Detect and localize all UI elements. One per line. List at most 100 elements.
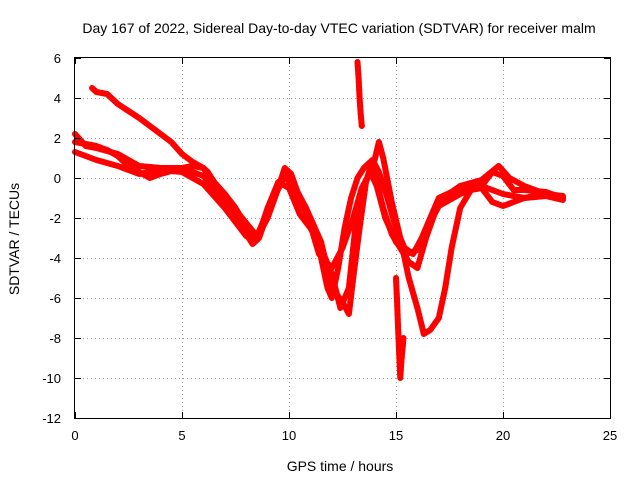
y-tick-label: -8 [49, 331, 61, 346]
data-point [494, 171, 501, 177]
data-point [461, 181, 468, 188]
data-point [380, 159, 387, 165]
data-point [241, 219, 248, 226]
data-point [353, 179, 360, 185]
data-point [433, 207, 440, 213]
data-point [411, 296, 418, 303]
data-point [314, 247, 321, 253]
y-tick-label: 6 [54, 51, 61, 66]
data-point [449, 241, 456, 247]
data-point [410, 262, 417, 268]
data-point [342, 293, 349, 299]
data-point [431, 211, 438, 217]
data-point [391, 235, 398, 241]
data-point [473, 186, 480, 192]
data-point [453, 193, 460, 199]
data-point [420, 331, 427, 337]
data-point [77, 151, 84, 157]
data-point [357, 170, 364, 176]
data-point [427, 219, 434, 225]
data-point [500, 203, 506, 209]
data-point [364, 174, 371, 181]
data-point [513, 179, 520, 185]
data-point [300, 203, 307, 209]
data-point [211, 179, 218, 185]
data-point [219, 188, 226, 194]
data-point [510, 187, 517, 193]
data-point [351, 262, 358, 269]
data-point [303, 207, 310, 213]
data-point [404, 271, 411, 277]
data-point [207, 174, 214, 180]
data-point [232, 219, 239, 225]
data-point [447, 253, 454, 259]
data-point [350, 270, 357, 277]
data-point [323, 264, 330, 271]
data-point [409, 249, 416, 255]
data-point [436, 310, 443, 317]
data-point [353, 250, 360, 256]
y-axis-label: SDTVAR / TECUs [6, 183, 22, 295]
data-point [375, 191, 382, 197]
data-point [383, 171, 390, 177]
data-point [88, 142, 95, 148]
data-point [221, 191, 228, 197]
data-point [448, 245, 455, 251]
data-point [173, 145, 180, 151]
data-point [491, 187, 498, 194]
data-point [508, 192, 515, 199]
data-point [179, 165, 185, 171]
data-point [154, 128, 161, 135]
data-point [314, 231, 321, 237]
data-point [284, 176, 291, 183]
data-point [521, 183, 528, 189]
data-point [379, 203, 386, 209]
data-point [219, 202, 226, 208]
data-point [430, 323, 437, 329]
data-point [415, 309, 422, 316]
data-point [149, 168, 156, 175]
data-point [390, 207, 397, 213]
data-point [121, 105, 128, 112]
data-point [355, 197, 362, 204]
data-point [354, 241, 361, 248]
data-point [450, 195, 457, 201]
data-point [312, 227, 319, 233]
data-point [500, 191, 506, 197]
data-point [351, 210, 358, 217]
data-point [442, 281, 449, 287]
data-point [354, 175, 361, 181]
data-point [204, 169, 211, 175]
data-point [88, 155, 95, 161]
data-point [547, 194, 554, 200]
data-point [510, 177, 517, 183]
data-point [525, 184, 532, 191]
data-point [495, 189, 502, 196]
data-point [344, 212, 351, 219]
data-point [326, 290, 333, 296]
data-point [474, 178, 481, 185]
x-tick-label: 25 [603, 428, 617, 443]
data-point [356, 229, 363, 236]
data-point [516, 197, 523, 203]
x-axis-label: GPS time / hours [287, 458, 394, 474]
data-point [278, 173, 285, 180]
data-point [193, 177, 200, 183]
data-point [435, 203, 442, 209]
data-point [378, 177, 385, 184]
data-point [118, 103, 125, 110]
data-point [235, 222, 242, 229]
data-point [118, 156, 125, 163]
data-point [343, 216, 350, 223]
data-point [517, 181, 524, 187]
data-point [310, 223, 317, 229]
data-point [489, 199, 496, 205]
data-point [77, 140, 84, 146]
data-point [289, 192, 296, 199]
data-point [106, 160, 113, 167]
data-point [492, 165, 499, 172]
data-point [505, 180, 512, 186]
data-point [371, 178, 378, 185]
data-point [385, 223, 392, 229]
